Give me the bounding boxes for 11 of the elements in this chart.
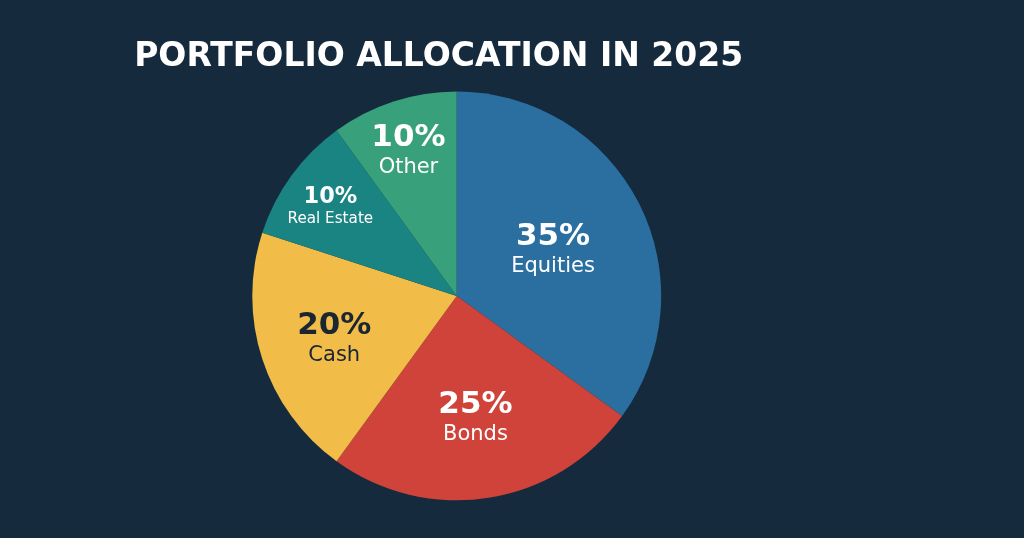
data-label: 10% xyxy=(303,181,358,208)
data-label: 10% xyxy=(371,116,446,153)
data-label: 20% xyxy=(297,305,372,342)
slice-label: Other xyxy=(378,154,439,179)
slice-label: Bonds xyxy=(443,420,508,445)
data-label: 35% xyxy=(515,216,591,253)
slice-label: Equities xyxy=(511,253,595,278)
chart-title: PORTFOLIO ALLOCATION IN 2025 xyxy=(134,35,744,75)
slice-label: Cash xyxy=(308,342,361,367)
data-label: 25% xyxy=(438,383,513,420)
slice-label: Real Estate xyxy=(287,208,374,227)
